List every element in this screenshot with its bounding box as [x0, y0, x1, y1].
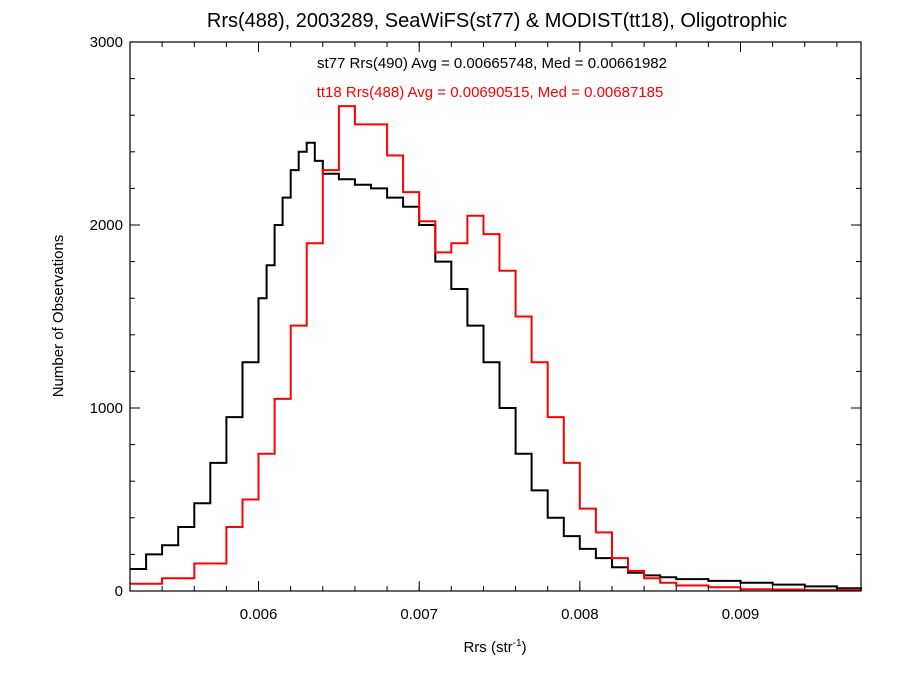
tick-layer: 0.006 0.007 0.008 0.009 0 1000 2000 3000 — [90, 34, 861, 623]
plot-frame — [129, 41, 862, 592]
x-axis-label-main: Rrs (str — [463, 639, 512, 656]
y-axis-label: Number of Observations — [50, 235, 67, 398]
annotation-st77: st77 Rrs(490) Avg = 0.00665748, Med = 0.… — [317, 55, 667, 72]
x-axis-label-close: ) — [522, 639, 527, 656]
x-tick-label: 0.006 — [240, 606, 278, 623]
series-st77-line — [130, 141, 862, 590]
x-tick-label: 0.008 — [561, 606, 599, 623]
x-axis-label-sup: -1 — [513, 638, 522, 649]
annotation-tt18: tt18 Rrs(488) Avg = 0.00690515, Med = 0.… — [317, 84, 664, 101]
y-tick-label: 1000 — [90, 400, 123, 417]
x-tick-label: 0.009 — [722, 606, 760, 623]
series-layer — [130, 105, 862, 592]
series-tt18-line — [130, 105, 862, 592]
y-tick-label: 2000 — [90, 217, 123, 234]
y-tick-label: 3000 — [90, 34, 123, 51]
x-axis-label: Rrs (str-1) — [463, 638, 526, 656]
y-tick-label: 0 — [115, 583, 123, 600]
chart-title: Rrs(488), 2003289, SeaWiFS(st77) & MODIS… — [207, 10, 787, 32]
x-tick-label: 0.007 — [400, 606, 438, 623]
